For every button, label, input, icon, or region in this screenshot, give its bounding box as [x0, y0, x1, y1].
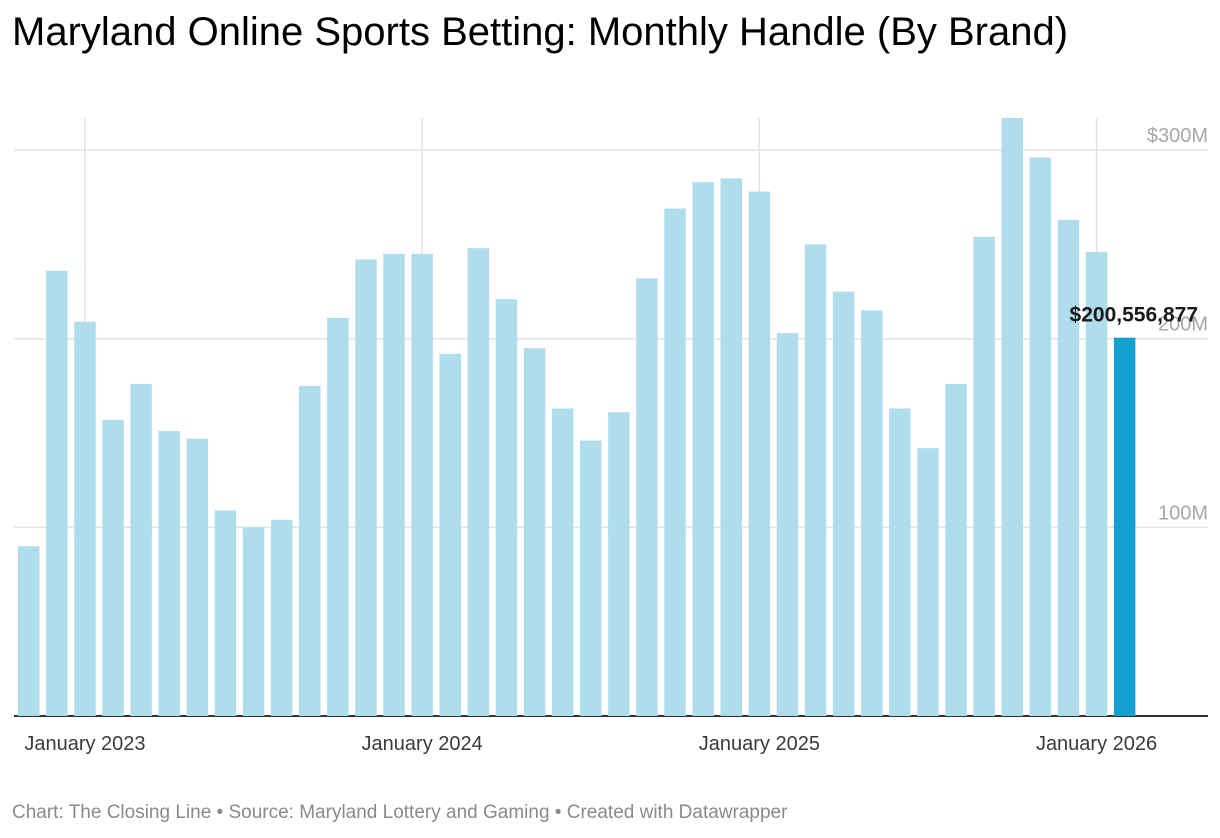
bar: [861, 310, 883, 716]
bar: [945, 383, 967, 716]
highlight-value-label: $200,556,877: [1070, 304, 1198, 327]
bar: [608, 412, 630, 716]
bar: [158, 431, 180, 716]
bar: [580, 440, 602, 716]
bar: [495, 299, 518, 716]
bar: [1001, 118, 1023, 716]
bar: [973, 236, 995, 716]
y-tick-label: 200M: [1158, 314, 1208, 336]
bar: [214, 510, 237, 716]
bar: [1085, 251, 1108, 717]
bar: [467, 248, 490, 716]
x-tick-label: January 2023: [24, 733, 145, 755]
bar: [299, 385, 321, 716]
bar: [748, 191, 771, 716]
chart-footer: Chart: The Closing Line • Source: Maryla…: [12, 802, 788, 823]
bar: [1057, 219, 1080, 717]
y-tick-label: 100M: [1158, 502, 1208, 524]
bar: [720, 178, 742, 716]
bar: [804, 244, 827, 716]
bar: [832, 291, 855, 716]
bar: [270, 519, 293, 716]
bar: [383, 253, 405, 716]
bar: [664, 208, 686, 716]
x-tick-label: January 2024: [362, 733, 483, 755]
bar: [439, 353, 461, 716]
bar: [327, 317, 349, 716]
bar: [130, 383, 152, 716]
y-tick-label: $300M: [1147, 125, 1208, 147]
bar: [242, 527, 265, 716]
bar: [776, 333, 799, 716]
x-tick-label: January 2026: [1036, 733, 1157, 755]
bar: [917, 448, 939, 716]
bars-layer: [18, 118, 1136, 717]
labels-layer: 100M 200M $300M January 2023 January 2024 Jan…: [24, 125, 1208, 755]
bar: [18, 546, 40, 716]
x-tick-label: January 2025: [699, 733, 820, 755]
bar: [551, 408, 574, 716]
bar-chart: 100M 200M $300M January 2023 January 2024 Jan…: [14, 118, 1208, 755]
bar: [186, 438, 209, 716]
bar: [1113, 337, 1136, 716]
bar: [636, 278, 658, 716]
chart-title: Maryland Online Sports Betting: Monthly …: [12, 10, 1069, 54]
bar: [889, 408, 911, 716]
bar: [74, 321, 96, 716]
bar: [1029, 157, 1052, 717]
bar: [692, 182, 714, 716]
bar: [102, 419, 124, 716]
bar: [355, 259, 377, 716]
bar: [523, 348, 546, 716]
bar: [411, 253, 433, 716]
bar: [46, 270, 68, 716]
